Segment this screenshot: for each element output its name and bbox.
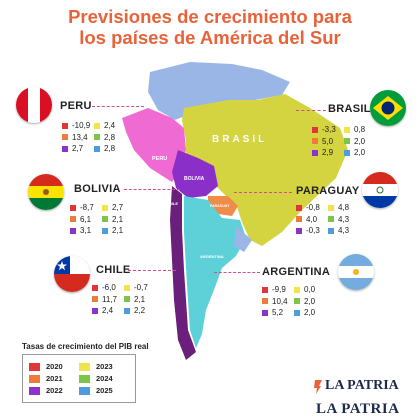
chile-2021: 11,7: [102, 294, 117, 304]
brasil-2020: -3,3: [322, 125, 336, 134]
bolivia-2025: 2,1: [112, 226, 124, 235]
bolivia-2023: 2,7: [112, 203, 124, 212]
bolivia-values: -8,7 2,7 6,1 2,1 3,1 2,1: [70, 202, 134, 237]
logo-primary: LA PATRIA: [325, 378, 399, 393]
paraguay-2020: -0,8: [306, 203, 320, 212]
legend: Tasas de crecimiento del PIB real 2020 2…: [22, 342, 149, 403]
bolivia-flag-icon: [28, 174, 64, 210]
paraguay-2022: -0,3: [306, 226, 320, 235]
brasil-2022: 2,9: [322, 148, 334, 157]
peru-values: -10,9 2,4 13,4 2,8 2,7 2,8: [62, 120, 126, 155]
legend-2022: 2022: [46, 386, 63, 395]
bolivia-connector: [124, 189, 180, 190]
argentina-2020: -9,9: [272, 285, 286, 294]
argentina-values: -9,9 0,0 10,4 2,0 5,2 2,0: [262, 284, 326, 319]
argentina-2021: 10,4: [272, 296, 288, 306]
argentina-flag-icon: [338, 254, 374, 290]
bolivia-2024: 2,1: [112, 214, 124, 224]
map-peru: [122, 108, 186, 182]
paraguay-2023: 4,8: [338, 203, 350, 212]
map-label-bolivia: BOLIVIA: [184, 176, 205, 182]
chile-2022: 2,4: [102, 306, 114, 315]
chile-2025: 2,2: [134, 306, 146, 315]
chile-name: CHILE: [96, 264, 131, 276]
argentina-2024: 2,0: [304, 296, 316, 306]
page-title: Previsiones de crecimiento para los país…: [0, 6, 420, 48]
brasil-2025: 2,0: [354, 148, 366, 157]
argentina-2025: 2,0: [304, 308, 316, 317]
bolivia-2022: 3,1: [80, 226, 92, 235]
chile-2024: 2,1: [134, 294, 146, 304]
argentina-2023: 0,0: [304, 285, 316, 294]
paraguay-2021: 4,0: [306, 214, 318, 224]
peru-2020: -10,9: [72, 121, 91, 130]
map-uruguay: [234, 226, 252, 252]
legend-2025: 2025: [96, 386, 113, 395]
title-line-2: los países de América del Sur: [79, 27, 341, 48]
map-chile: [170, 186, 196, 360]
chile-2023: -0,7: [134, 283, 148, 292]
paraguay-name: PARAGUAY: [296, 185, 360, 197]
brasil-2024: 2,0: [354, 136, 366, 146]
legend-2020: 2020: [46, 362, 63, 371]
title-line-1: Previsiones de crecimiento para: [68, 6, 352, 27]
argentina-connector: [214, 272, 260, 273]
logo-torch-icon: [314, 380, 322, 394]
chile-connector: [128, 270, 176, 271]
peru-connector: [92, 106, 144, 107]
bolivia-2020: -8,7: [80, 203, 94, 212]
peru-2023: 2,4: [104, 121, 116, 130]
chile-flag-icon: [54, 256, 90, 292]
brasil-2023: 0,8: [354, 125, 366, 134]
chile-values: -6,0 -0,7 11,7 2,1 2,4 2,2: [92, 282, 156, 317]
legend-2021: 2021: [46, 374, 63, 383]
map-label-argentina: ARGENTINA: [200, 254, 224, 259]
legend-title: Tasas de crecimiento del PIB real: [22, 342, 149, 351]
peru-2025: 2,8: [104, 144, 116, 153]
map-label-paraguay: PARAGUAY: [210, 204, 230, 208]
paraguay-flag-icon: [362, 172, 398, 208]
argentina-name: ARGENTINA: [262, 266, 331, 278]
map-label-chile: CHILE: [166, 201, 178, 206]
peru-2022: 2,7: [72, 144, 84, 153]
argentina-2022: 5,2: [272, 308, 284, 317]
brasil-flag-icon: [370, 90, 406, 126]
peru-2024: 2,8: [104, 132, 116, 142]
map-label-brasil: BRASIL: [212, 134, 267, 145]
brasil-name: BRASIL: [328, 103, 371, 115]
map-bolivia: [172, 150, 218, 198]
peru-name: PERU: [60, 100, 92, 112]
paraguay-values: -0,8 4,8 4,0 4,3 -0,3 4,3: [296, 202, 360, 237]
bolivia-name: BOLIVIA: [74, 183, 121, 195]
bolivia-2021: 6,1: [80, 214, 92, 224]
brasil-connector: [296, 110, 326, 111]
brasil-2021: 5,0: [322, 136, 334, 146]
map-north-region: [148, 62, 290, 120]
peru-2021: 13,4: [72, 132, 88, 142]
legend-2023: 2023: [96, 362, 113, 371]
chile-2020: -6,0: [102, 283, 116, 292]
paraguay-connector: [234, 192, 292, 193]
logo-secondary: LA PATRIA: [316, 401, 400, 417]
paraguay-2024: 4,3: [338, 214, 350, 224]
map-brasil: [182, 94, 348, 246]
brasil-values: -3,3 0,8 5,0 2,0 2,9 2,0: [312, 124, 376, 159]
paraguay-2025: 4,3: [338, 226, 350, 235]
peru-flag-icon: [16, 87, 52, 123]
map-label-peru: PERU: [152, 156, 167, 162]
legend-box: 2020 2023 2021 2024 2022 2025: [22, 354, 136, 403]
legend-2024: 2024: [96, 374, 113, 383]
